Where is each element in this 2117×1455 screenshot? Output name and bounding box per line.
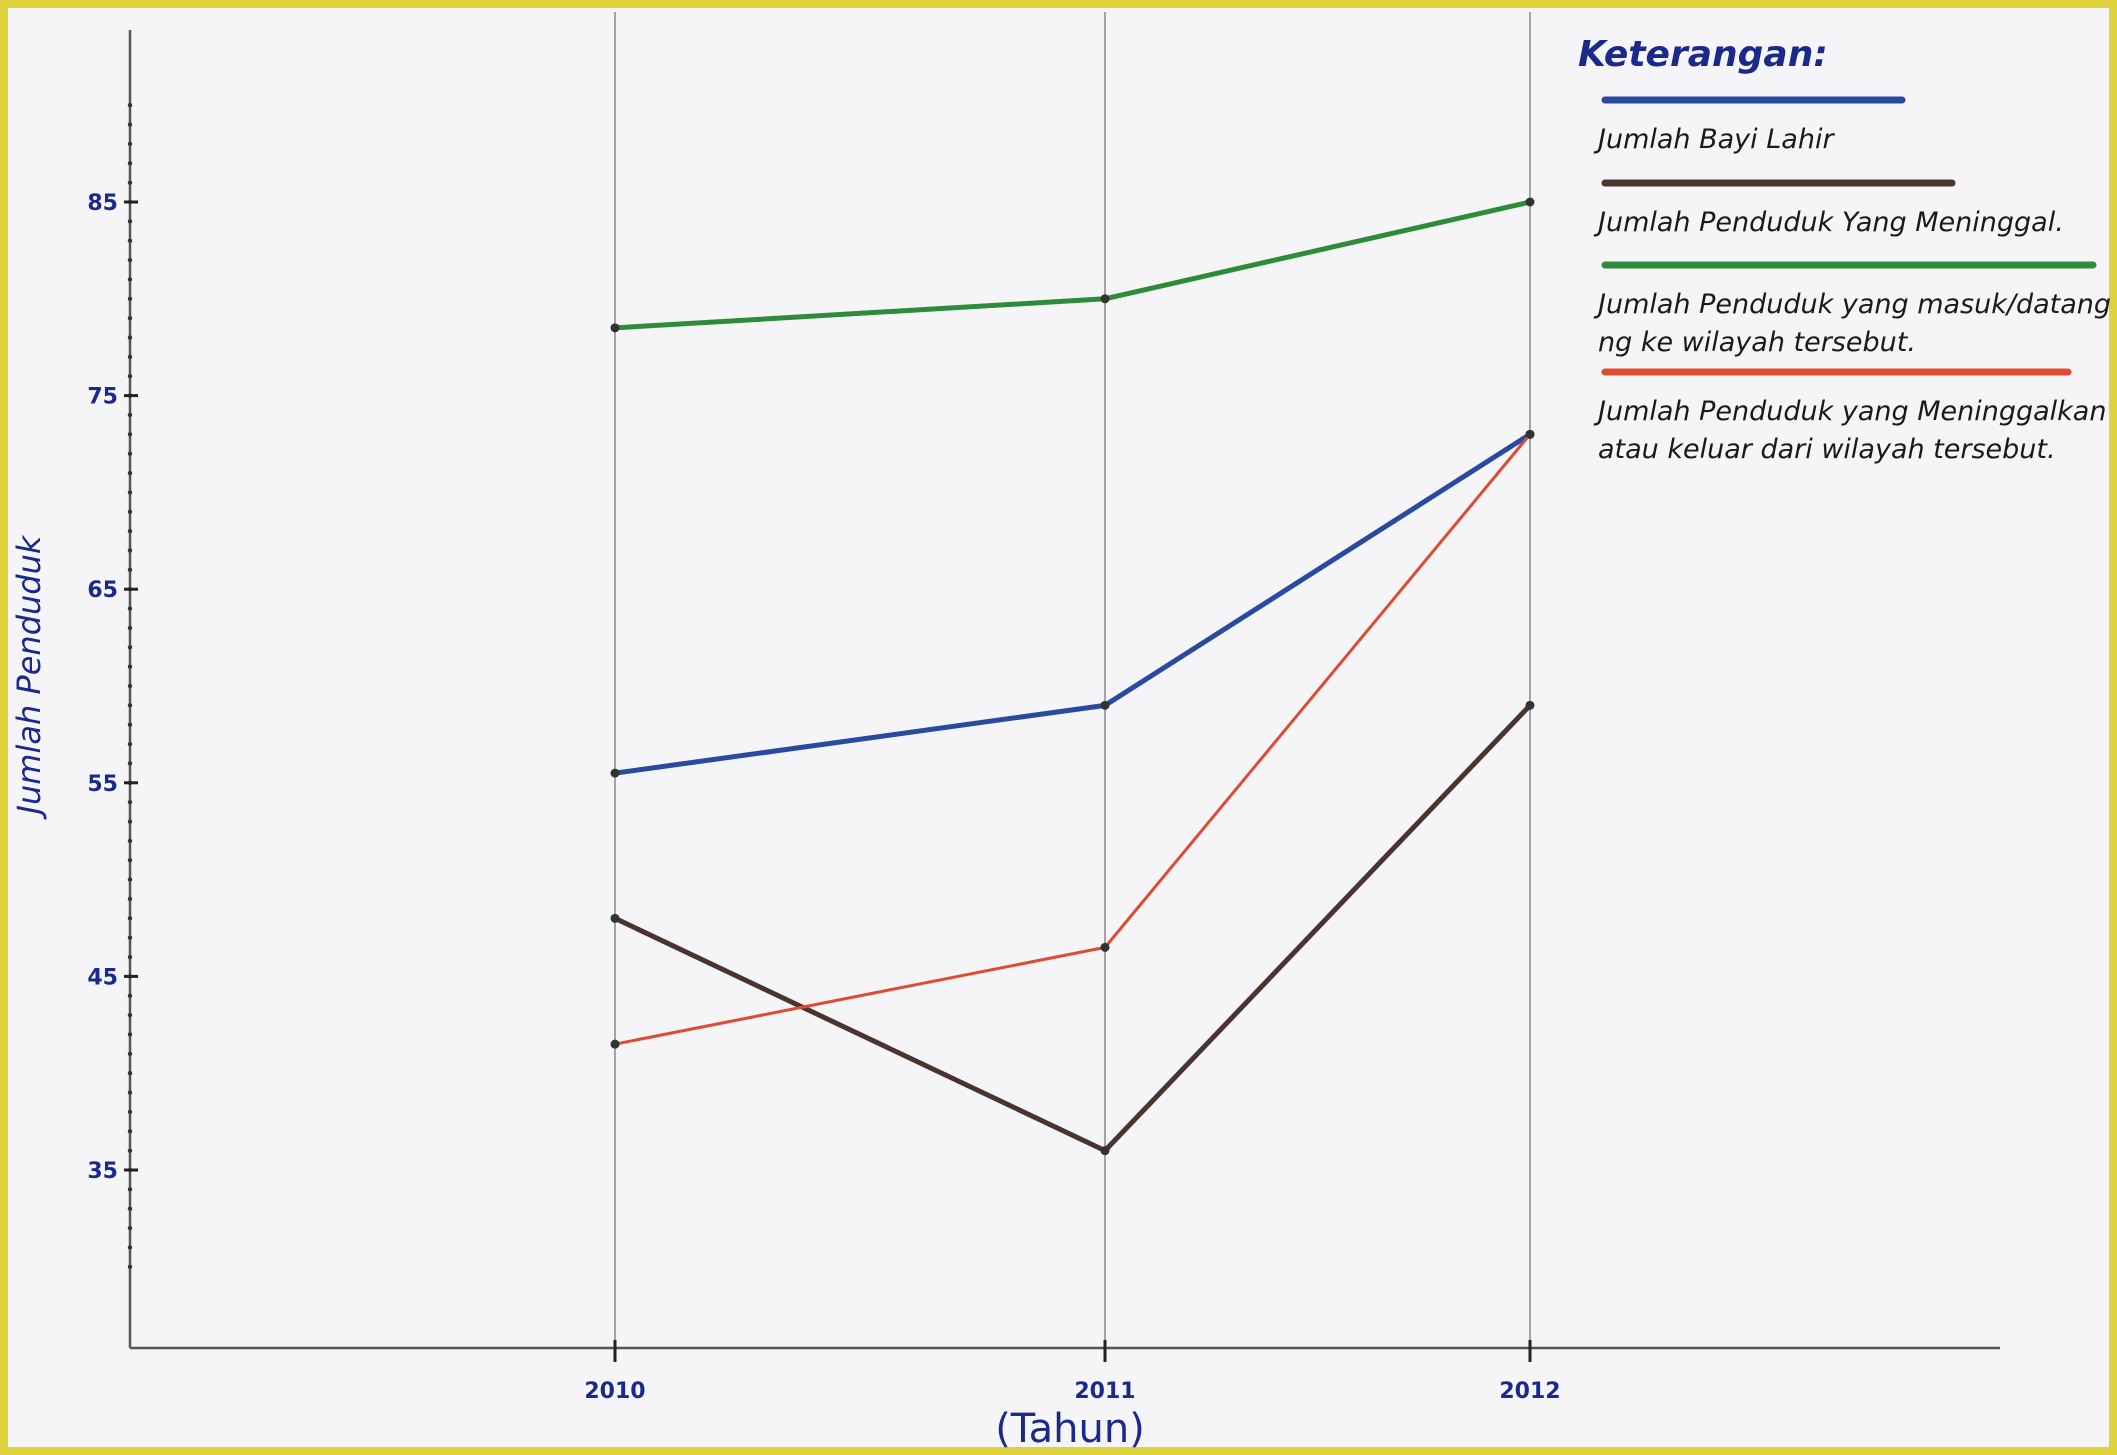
y-minor-tick (127, 954, 133, 960)
y-minor-tick (127, 180, 133, 185)
y-minor-tick (127, 993, 133, 998)
y-minor-tick (127, 625, 133, 631)
y-minor-tick (127, 916, 133, 921)
y-minor-tick (127, 722, 133, 727)
y-minor-tick (127, 1245, 133, 1250)
data-point-1-2011 (1100, 1146, 1110, 1156)
y-minor-tick (127, 1012, 133, 1018)
y-minor-tick (127, 761, 133, 766)
y-minor-tick (127, 528, 133, 534)
y-minor-tick (127, 858, 133, 863)
axes (128, 30, 2000, 1350)
y-tick-label-45: 45 (87, 965, 118, 990)
legend-entry-0: Jumlah Bayi Lahir (1593, 124, 1835, 155)
y-minor-tick (127, 412, 133, 418)
y-tick-label-65: 65 (87, 578, 118, 603)
data-point-2-2012 (1525, 197, 1535, 207)
legend-entry-3-line-0: Jumlah Penduduk yang Meninggalkan (1593, 396, 2106, 427)
y-minor-tick (127, 103, 133, 108)
legend-entry-3-line-1: atau keluar dari wilayah tersebut. (1598, 434, 2056, 465)
y-minor-tick (127, 606, 133, 611)
y-minor-tick (127, 819, 133, 824)
data-point-0-2010 (610, 768, 620, 778)
series-line-3 (613, 432, 1532, 1046)
y-minor-tick (127, 838, 133, 844)
y-minor-tick (127, 1129, 133, 1134)
legend-title: Keterangan: (1578, 34, 1828, 75)
y-minor-tick (127, 567, 133, 573)
y-tick-label-35: 35 (87, 1159, 118, 1184)
y-minor-tick (127, 683, 133, 689)
y-minor-tick (127, 354, 133, 360)
y-minor-tick (127, 1109, 133, 1115)
x-tick-label-2012: 2012 (1499, 1379, 1560, 1404)
y-minor-tick (127, 296, 133, 301)
y-minor-tick (127, 219, 133, 224)
y-minor-tick (127, 1187, 133, 1192)
y-minor-tick (127, 935, 133, 940)
y-minor-tick (127, 1071, 133, 1076)
data-point-3-2010 (610, 1039, 620, 1049)
series-line-1 (612, 702, 1533, 1154)
y-minor-tick (127, 122, 133, 127)
y-tick-label-85: 85 (87, 191, 118, 216)
y-minor-tick (127, 432, 133, 437)
y-tick-label-55: 55 (87, 772, 118, 797)
y-minor-tick (127, 1148, 133, 1153)
legend-entry-2-line-1: ng ke wilayah tersebut. (1598, 327, 1916, 358)
y-minor-tick (127, 896, 133, 902)
y-minor-tick (127, 141, 133, 147)
y-minor-tick (127, 1051, 133, 1057)
x-tick-label-2010: 2010 (584, 1379, 645, 1404)
y-minor-tick (127, 509, 133, 514)
y-axis-label: Jumlah Penduduk (10, 534, 48, 820)
legend-entry-1: Jumlah Penduduk Yang Meninggal. (1593, 207, 2064, 238)
y-minor-tick (127, 548, 133, 553)
legend-entry-2-line-0: Jumlah Penduduk yang masuk/datang (1593, 289, 2111, 320)
y-minor-tick (127, 1225, 133, 1231)
y-minor-tick (127, 257, 133, 263)
y-minor-tick (127, 799, 133, 805)
y-minor-tick (127, 335, 133, 340)
y-minor-tick (127, 374, 133, 379)
y-minor-tick (127, 1032, 133, 1037)
data-point-1-2010 (610, 913, 620, 923)
y-minor-tick (127, 741, 133, 747)
series-group (610, 197, 1535, 1156)
y-minor-tick (127, 451, 133, 456)
y-minor-tick (127, 277, 133, 282)
legend: Keterangan: Jumlah Bayi Lahir Jumlah Pend… (1578, 34, 2111, 465)
y-minor-tick (127, 1090, 133, 1095)
y-minor-tick (127, 877, 133, 882)
y-minor-tick (127, 470, 133, 476)
y-tick-label-75: 75 (87, 385, 118, 410)
series-line-0 (612, 431, 1533, 776)
y-minor-tick (127, 238, 133, 243)
y-minor-tick (127, 1206, 133, 1211)
y-minor-tick (127, 161, 133, 166)
y-minor-tick (127, 664, 133, 669)
y-minor-tick (127, 1264, 133, 1270)
y-minor-tick (127, 645, 133, 650)
x-ticks: 2010 2011 2012 (584, 1340, 1561, 1404)
y-minor-tick (127, 490, 133, 495)
x-tick-label-2011: 2011 (1074, 1379, 1135, 1404)
data-point-2-2011 (1100, 294, 1110, 304)
data-point-2-2010 (610, 323, 620, 333)
data-point-0-2011 (1100, 700, 1110, 710)
data-point-3-2011 (1100, 942, 1110, 952)
y-minor-tick (127, 315, 133, 321)
y-ticks: 35 45 55 65 75 85 (87, 103, 138, 1270)
x-axis-label: (Tahun) (995, 1406, 1145, 1452)
series-line-2 (612, 199, 1533, 331)
grid (614, 12, 1531, 1348)
data-point-1-2012 (1525, 700, 1535, 710)
data-point-3-2012 (1525, 429, 1535, 439)
y-minor-tick (127, 703, 133, 708)
